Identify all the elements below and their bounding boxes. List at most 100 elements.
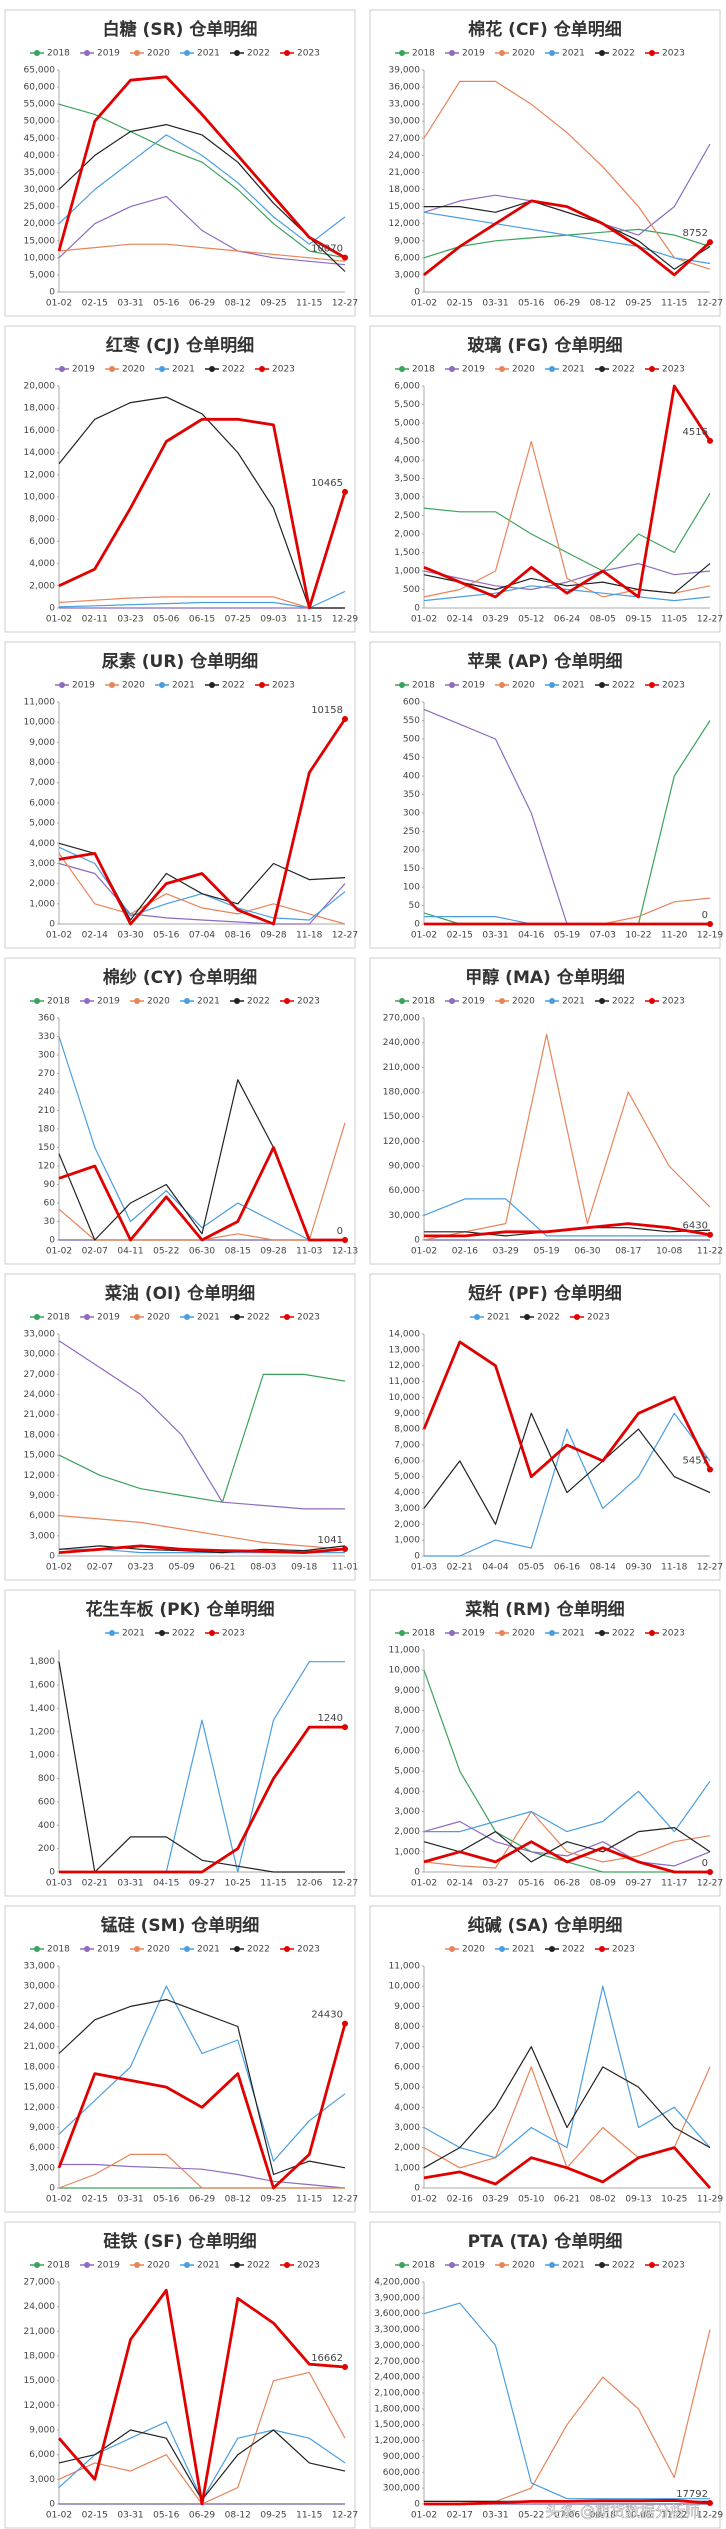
series-line xyxy=(58,1146,345,1242)
y-tick-label: 12,000 xyxy=(389,1361,421,1371)
x-tick-label: 03-23 xyxy=(117,615,143,625)
legend-marker xyxy=(159,682,165,688)
y-tick-label: 400 xyxy=(403,772,420,782)
x-tick-label: 05-16 xyxy=(518,1879,544,1889)
x-tick-label: 09-30 xyxy=(625,1563,651,1573)
y-tick-label: 7,000 xyxy=(29,778,55,788)
x-tick-label: 11-20 xyxy=(661,931,687,941)
series-line xyxy=(58,243,346,262)
x-tick-label: 12-27 xyxy=(332,2511,358,2521)
y-tick-label: 24,000 xyxy=(24,2302,56,2312)
legend-marker xyxy=(599,366,605,372)
y-tick-label: 180,000 xyxy=(383,1088,420,1098)
x-tick-label: 09-25 xyxy=(260,2511,286,2521)
y-tick-label: 3,000 xyxy=(29,1531,55,1541)
y-tick-label: 14,000 xyxy=(389,1330,421,1340)
legend-marker xyxy=(284,1314,290,1320)
x-tick-label: 02-14 xyxy=(82,931,108,941)
end-label: 8752 xyxy=(683,228,708,239)
panel-border xyxy=(369,1273,721,1581)
series-line xyxy=(58,718,347,926)
y-tick-label: 1,500 xyxy=(394,548,420,558)
legend-label: 2022 xyxy=(222,365,245,375)
legend-marker xyxy=(234,50,240,56)
chart-panel: 纯碱 (SA) 仓单明细 2020 2021 2022 2023 0 1,000 2,000 3… xyxy=(369,1905,723,2213)
series-line xyxy=(57,75,346,259)
legend-label: 2022 xyxy=(612,1629,635,1639)
legend-marker xyxy=(134,2262,140,2268)
x-tick-label: 10-08 xyxy=(656,1247,682,1257)
legend-label: 2021 xyxy=(512,1945,535,1955)
legend-marker xyxy=(499,1946,505,1952)
end-label: 0 xyxy=(337,1226,343,1237)
y-tick-label: 33,000 xyxy=(24,1962,56,1972)
y-tick-label: 360 xyxy=(38,1014,55,1024)
legend-label: 2020 xyxy=(512,997,535,1007)
legend-label: 2018 xyxy=(412,997,435,1007)
legend-label: 2023 xyxy=(297,997,320,1007)
y-tick-label: 200 xyxy=(38,1844,55,1854)
x-tick-label: 09-13 xyxy=(625,2195,651,2205)
legend-label: 2020 xyxy=(512,49,535,59)
legend-label: 2019 xyxy=(97,1313,120,1323)
y-tick-label: 3,000 xyxy=(394,2123,420,2133)
legend-label: 2021 xyxy=(487,1313,510,1323)
end-point xyxy=(342,2364,348,2371)
y-tick-label: 1,000 xyxy=(394,1847,420,1857)
y-tick-label: 0 xyxy=(414,2184,420,2194)
y-tick-label: 1,600 xyxy=(29,1681,55,1691)
y-tick-label: 1,000 xyxy=(29,899,55,909)
y-tick-label: 2,500 xyxy=(394,511,420,521)
y-tick-label: 0 xyxy=(414,1868,420,1878)
x-tick-label: 07-25 xyxy=(225,615,251,625)
y-tick-label: 6,000 xyxy=(394,382,420,392)
y-tick-label: 30,000 xyxy=(24,1982,56,1992)
legend-marker xyxy=(499,1630,505,1636)
legend-marker xyxy=(449,998,455,1004)
y-tick-label: 5,500 xyxy=(394,400,420,410)
legend-label: 2020 xyxy=(512,2261,535,2271)
legend-label: 2020 xyxy=(122,365,145,375)
x-tick-label: 10-08 xyxy=(625,2511,651,2521)
y-tick-label: 9,000 xyxy=(29,2426,55,2436)
x-tick-label: 12-19 xyxy=(697,931,723,941)
x-tick-label: 03-23 xyxy=(128,1563,154,1573)
legend-marker xyxy=(549,50,555,56)
x-tick-label: 07-06 xyxy=(554,2511,580,2521)
x-tick-label: 05-22 xyxy=(518,2511,544,2521)
legend-label: 2021 xyxy=(172,681,195,691)
x-tick-label: 11-15 xyxy=(296,615,322,625)
x-tick-label: 12-27 xyxy=(332,931,358,941)
series-line xyxy=(59,1725,345,1874)
y-tick-label: 40,000 xyxy=(24,151,56,161)
y-tick-label: 300 xyxy=(38,1051,55,1061)
legend-marker xyxy=(209,366,215,372)
y-tick-label: 30,000 xyxy=(389,1211,421,1221)
legend-label: 2021 xyxy=(172,365,195,375)
x-tick-label: 09-28 xyxy=(260,1247,286,1257)
y-tick-label: 0 xyxy=(49,2184,55,2194)
y-tick-label: 11,000 xyxy=(389,1646,421,1656)
chart-title: PTA (TA) 仓单明细 xyxy=(468,2231,623,2252)
chart-panel: 尿素 (UR) 仓单明细 2019 2020 2021 2022 2023 0 1,000 2,… xyxy=(4,641,358,949)
x-tick-label: 11-15 xyxy=(296,299,322,309)
y-tick-label: 27,000 xyxy=(24,2002,56,2012)
y-tick-label: 9,000 xyxy=(394,2002,420,2012)
legend-label: 2023 xyxy=(612,1945,635,1955)
y-tick-label: 270 xyxy=(38,1069,55,1079)
legend-marker xyxy=(474,1314,480,1320)
series-line xyxy=(424,1780,711,1833)
legend-marker xyxy=(284,50,290,56)
legend-label: 2018 xyxy=(412,1629,435,1639)
y-tick-label: 4,000 xyxy=(394,456,420,466)
series-line xyxy=(423,2046,711,2169)
y-tick-label: 10,000 xyxy=(24,253,56,263)
legend-marker xyxy=(524,1314,530,1320)
legend-marker xyxy=(134,1946,140,1952)
legend-marker xyxy=(184,998,190,1004)
legend-label: 2021 xyxy=(562,2261,585,2271)
legend-label: 2022 xyxy=(172,1629,195,1639)
legend-marker xyxy=(399,50,405,56)
y-tick-label: 12,000 xyxy=(24,1471,56,1481)
x-tick-label: 08-02 xyxy=(590,2195,616,2205)
